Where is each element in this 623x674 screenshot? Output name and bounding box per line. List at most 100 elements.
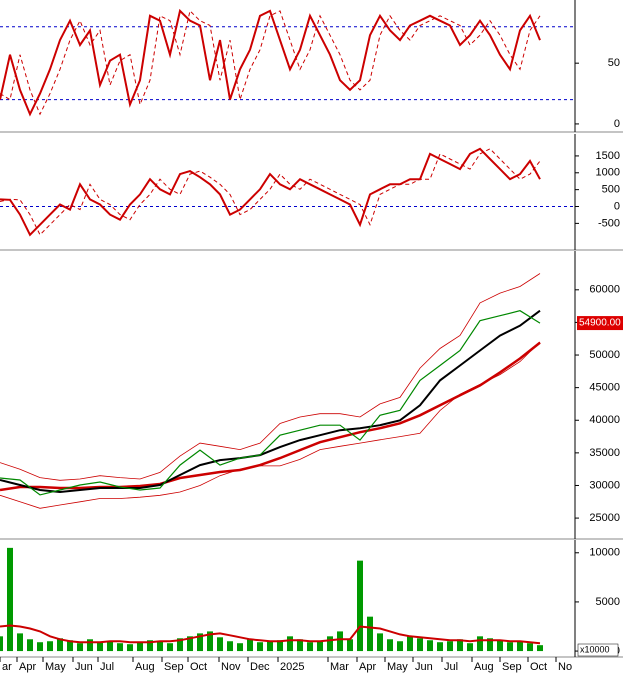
volume-bar <box>407 636 413 652</box>
volume-bar <box>7 547 13 652</box>
volume-bar <box>337 631 343 652</box>
y-tick-label: 30000 <box>589 479 620 491</box>
volume-bar <box>27 639 33 652</box>
x-tick-label: Apr <box>359 661 376 673</box>
x-tick-label: Sep <box>502 661 522 673</box>
volume-bar <box>347 639 353 652</box>
volume-bar <box>47 641 53 652</box>
series-line <box>0 273 541 481</box>
volume-bar <box>127 644 133 652</box>
last-price-label: 54900.00 <box>579 318 621 329</box>
volume-bar <box>307 642 313 652</box>
y-tick-label: 0 <box>614 118 620 130</box>
volume-bar <box>367 616 373 652</box>
series-line <box>0 148 541 236</box>
volume-bar <box>257 642 263 652</box>
volume-bar <box>0 636 3 652</box>
volume-bar <box>237 643 243 652</box>
volume-bar <box>207 631 213 652</box>
volume-bar <box>87 639 93 652</box>
volume-bar <box>317 641 323 652</box>
x-tick-label: Jun <box>415 661 433 673</box>
x-tick-label: Apr <box>19 661 36 673</box>
series-line <box>0 8 541 117</box>
volume-bar <box>467 643 473 652</box>
volume-bar <box>247 639 253 652</box>
volume-bar <box>147 640 153 652</box>
volume-bar <box>417 638 423 652</box>
volume-bar <box>187 636 193 652</box>
volume-bar <box>157 641 163 652</box>
volume-bar <box>287 636 293 652</box>
volume-bar <box>387 639 393 652</box>
volume-bar <box>447 641 453 652</box>
y-tick-label: 500 <box>602 184 620 196</box>
volume-bar <box>477 636 483 652</box>
series-line <box>0 341 541 509</box>
volume-bar <box>297 639 303 652</box>
x-tick-label: Dec <box>250 661 270 673</box>
volume-bar <box>377 633 383 652</box>
y-tick-label: 60000 <box>589 284 620 296</box>
volume-bar <box>67 640 73 652</box>
unit-box <box>577 643 619 657</box>
y-tick-label: 45000 <box>589 382 620 394</box>
volume-bar <box>277 640 283 652</box>
y-tick-label: 0 <box>614 200 620 212</box>
x-tick-label: Jun <box>75 661 93 673</box>
volume-bar <box>97 642 103 652</box>
volume-bar <box>527 643 533 652</box>
last-price-tag: 54900.00 <box>577 316 623 331</box>
volume-bar <box>17 633 23 652</box>
series-line <box>0 624 541 645</box>
x-tick-label: Mar <box>330 661 349 673</box>
volume-bar <box>507 642 513 652</box>
volume-bar <box>57 638 63 652</box>
y-tick-label: 50000 <box>589 349 620 361</box>
unit-label: x10000 <box>580 644 610 654</box>
x-tick-label: No <box>558 661 572 673</box>
x-tick-label: Oct <box>530 661 547 673</box>
volume-bar <box>537 645 543 652</box>
y-tick-label: 25000 <box>589 512 620 524</box>
x-tick-label: Oct <box>190 661 207 673</box>
volume-bar <box>37 642 43 652</box>
volume-bar <box>427 640 433 652</box>
x-tick-label: Nov <box>221 661 241 673</box>
x-tick-label: Jul <box>444 661 458 673</box>
y-tick-label: 1000 <box>596 167 620 179</box>
x-tick-label: May <box>45 661 66 673</box>
volume-bar <box>357 560 363 652</box>
volume-bar <box>397 641 403 652</box>
volume-bar <box>217 637 223 652</box>
volume-bar <box>497 640 503 652</box>
volume-bar <box>457 639 463 652</box>
y-tick-label: 35000 <box>589 447 620 459</box>
volume-bar <box>107 641 113 652</box>
volume-bar <box>197 633 203 652</box>
x-tick-label: May <box>387 661 408 673</box>
series-line <box>0 309 541 494</box>
volume-bar <box>137 642 143 652</box>
series-line <box>0 310 541 496</box>
volume-bar <box>117 643 123 652</box>
series-line <box>0 147 541 237</box>
volume-bar <box>167 643 173 652</box>
last-price-box <box>577 316 623 331</box>
y-tick-label: 5000 <box>596 596 620 608</box>
x-tick-label: ar <box>2 661 12 673</box>
x-tick-label: Aug <box>135 661 155 673</box>
volume-bar <box>517 641 523 652</box>
y-tick-label: 10000 <box>589 547 620 559</box>
x-tick-label: Sep <box>164 661 184 673</box>
volume-bar <box>227 641 233 652</box>
x-tick-label: 2025 <box>280 661 304 673</box>
volume-bar <box>327 636 333 652</box>
y-tick-label: 50 <box>608 57 620 69</box>
series-line <box>0 9 541 116</box>
series-line <box>0 341 541 492</box>
y-tick-label: -500 <box>598 217 620 229</box>
y-tick-label: 40000 <box>589 414 620 426</box>
volume-bar <box>437 642 443 652</box>
